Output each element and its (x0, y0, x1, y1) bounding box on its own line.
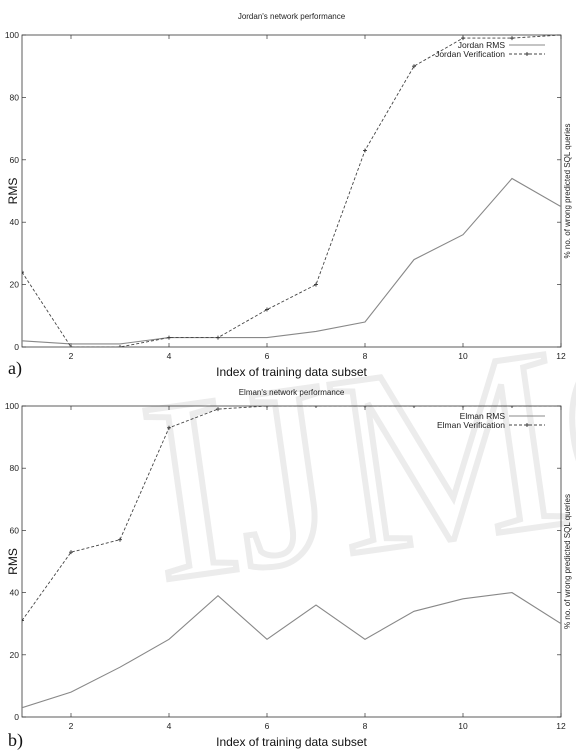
legend-marker (525, 423, 529, 427)
y-tick-label: 20 (10, 280, 20, 290)
x-tick-label: 10 (458, 721, 468, 731)
data-point (216, 335, 220, 340)
series-line-verification (22, 35, 561, 347)
x-tick-label: 12 (556, 721, 566, 731)
data-point (510, 406, 514, 408)
x-tick-label: 8 (363, 721, 368, 731)
y-tick-label: 40 (10, 217, 20, 227)
data-point (22, 270, 24, 275)
data-point (461, 36, 465, 41)
y-tick-label: 0 (14, 712, 19, 722)
legend-label: Jordan RMS (458, 40, 506, 50)
chart-panel-b: Elman's network performance 2 4 6 8 10 12 0 20 40… (5, 388, 572, 751)
series-line-verification (22, 406, 561, 621)
chart-panel-a: Jordan's network performance 2 4 6 8 10 12 0 20 4… (5, 12, 572, 379)
data-point (265, 406, 269, 408)
data-point (412, 64, 416, 69)
y-tick-label: 80 (10, 463, 20, 473)
legend-marker (525, 52, 529, 56)
y-tick-label: 0 (14, 342, 19, 352)
data-point (461, 406, 465, 408)
legend-label: Elman Verification (437, 420, 505, 430)
x-axis-label: Index of training data subset (216, 735, 367, 749)
data-point (118, 537, 122, 542)
data-point (363, 148, 367, 153)
data-point (559, 35, 561, 37)
y2-axis-label: % no. of wrong predicted SQL queries (563, 124, 572, 259)
x-tick-label: 6 (265, 351, 270, 361)
watermark: IJMCS (128, 249, 576, 637)
series-line-rms (22, 592, 561, 709)
y-tick-label: 40 (10, 588, 20, 598)
data-point (314, 282, 318, 287)
data-point (314, 406, 318, 408)
data-point (510, 36, 514, 41)
y-tick-label: 60 (10, 525, 20, 535)
data-point (69, 550, 73, 555)
data-point (167, 425, 171, 430)
series-line-rms (22, 177, 561, 345)
x-tick-label: 6 (265, 721, 270, 731)
legend-label: Elman RMS (460, 411, 506, 421)
y-axis-label: RMS (6, 178, 20, 205)
plot-area (22, 35, 561, 347)
y-tick-label: 60 (10, 155, 20, 165)
x-tick-label: 12 (556, 351, 566, 361)
data-point (118, 345, 122, 347)
x-axis-label: Index of training data subset (216, 365, 367, 379)
panel-label: a) (8, 358, 22, 379)
y-tick-label: 80 (10, 92, 20, 102)
chart-title: Elman's network performance (239, 388, 345, 397)
data-point (69, 345, 73, 347)
y2-axis-label: % no. of wrong predicted SQL queries (563, 494, 572, 629)
chart-title: Jordan's network performance (238, 12, 346, 21)
x-tick-label: 4 (167, 351, 172, 361)
y-tick-label: 100 (5, 30, 19, 40)
data-point (363, 406, 367, 408)
data-point (265, 307, 269, 312)
y-axis-label: RMS (6, 548, 20, 575)
data-point (167, 335, 171, 340)
legend-label: Jordan Verification (435, 49, 505, 59)
panel-label: b) (8, 730, 23, 751)
x-tick-label: 2 (69, 351, 74, 361)
x-tick-label: 2 (69, 721, 74, 731)
x-tick-label: 10 (458, 351, 468, 361)
x-tick-label: 4 (167, 721, 172, 731)
data-point (412, 406, 416, 408)
data-point (22, 618, 24, 623)
plot-area (22, 406, 561, 709)
y-tick-label: 100 (5, 401, 19, 411)
x-tick-label: 8 (363, 351, 368, 361)
plot-frame (21, 34, 562, 348)
y-tick-label: 20 (10, 650, 20, 660)
data-point (216, 407, 220, 412)
